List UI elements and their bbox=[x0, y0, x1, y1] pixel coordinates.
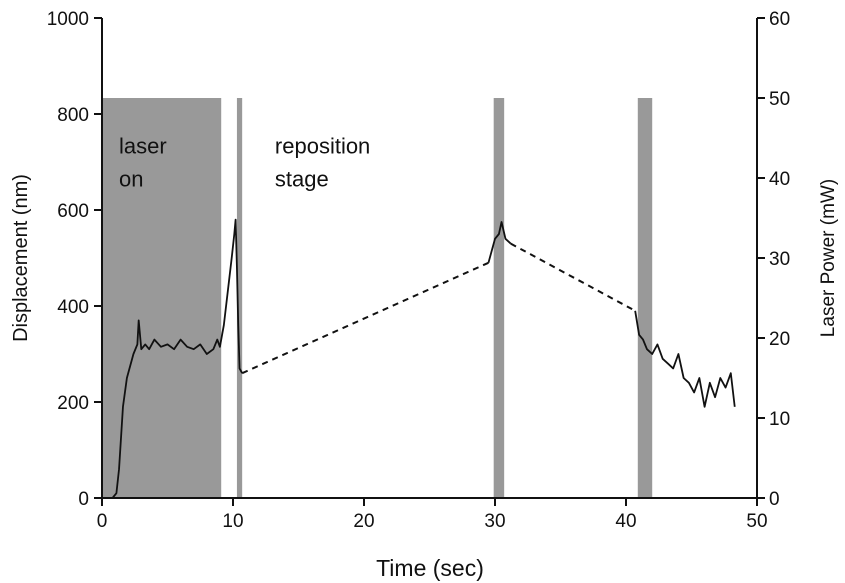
y-tick-label-0: 0 bbox=[78, 489, 89, 510]
laser-band-3 bbox=[637, 98, 653, 498]
y-tick-label-2: 400 bbox=[57, 297, 89, 318]
trace-segment-1 bbox=[241, 261, 489, 375]
x-tick-label-1: 10 bbox=[222, 511, 243, 532]
annotation-0-line-1: on bbox=[119, 166, 143, 191]
y-tick-label-5: 1000 bbox=[47, 9, 89, 30]
trace-segment-2 bbox=[487, 221, 512, 264]
annotations: laser on reposition stage bbox=[119, 133, 370, 191]
annotation-1-line-1: stage bbox=[275, 166, 329, 191]
trace bbox=[102, 218, 736, 499]
y2-tick-label-2: 20 bbox=[769, 329, 790, 350]
x-tick-label-2: 20 bbox=[353, 511, 374, 532]
x-tick-label-4: 40 bbox=[615, 511, 636, 532]
x-axis: 0 10 20 30 40 50 bbox=[97, 497, 768, 532]
trace-segment-3 bbox=[510, 242, 636, 312]
y-axis-left: 0 200 400 600 800 1000 bbox=[47, 9, 103, 510]
y2-axis-label: Laser Power (mW) bbox=[818, 179, 839, 337]
laser-band-1 bbox=[236, 98, 243, 498]
annotation-0-line-0: laser bbox=[119, 133, 167, 158]
y-tick-label-1: 200 bbox=[57, 393, 89, 414]
x-tick-label-5: 50 bbox=[746, 511, 767, 532]
y-axis-right: 0 10 20 30 40 50 60 bbox=[756, 9, 790, 510]
annotation-1-line-0: reposition bbox=[275, 133, 370, 158]
y2-tick-label-1: 10 bbox=[769, 409, 790, 430]
laser-bands bbox=[102, 98, 653, 498]
y-tick-label-3: 600 bbox=[57, 201, 89, 222]
y-axis-label: Displacement (nm) bbox=[10, 174, 32, 342]
y-tick-label-4: 800 bbox=[57, 105, 89, 126]
x-tick-label-0: 0 bbox=[97, 511, 108, 532]
x-tick-label-3: 30 bbox=[484, 511, 505, 532]
y2-tick-label-0: 0 bbox=[769, 489, 780, 510]
y2-tick-label-5: 50 bbox=[769, 89, 790, 110]
x-axis-label: Time (sec) bbox=[376, 555, 484, 581]
y2-tick-label-3: 30 bbox=[769, 249, 790, 270]
y2-tick-label-6: 60 bbox=[769, 9, 790, 30]
laser-band-2 bbox=[493, 98, 505, 498]
y2-tick-label-4: 40 bbox=[769, 169, 790, 190]
trace-segment-0 bbox=[102, 218, 243, 499]
trace-segment-4 bbox=[634, 310, 736, 408]
